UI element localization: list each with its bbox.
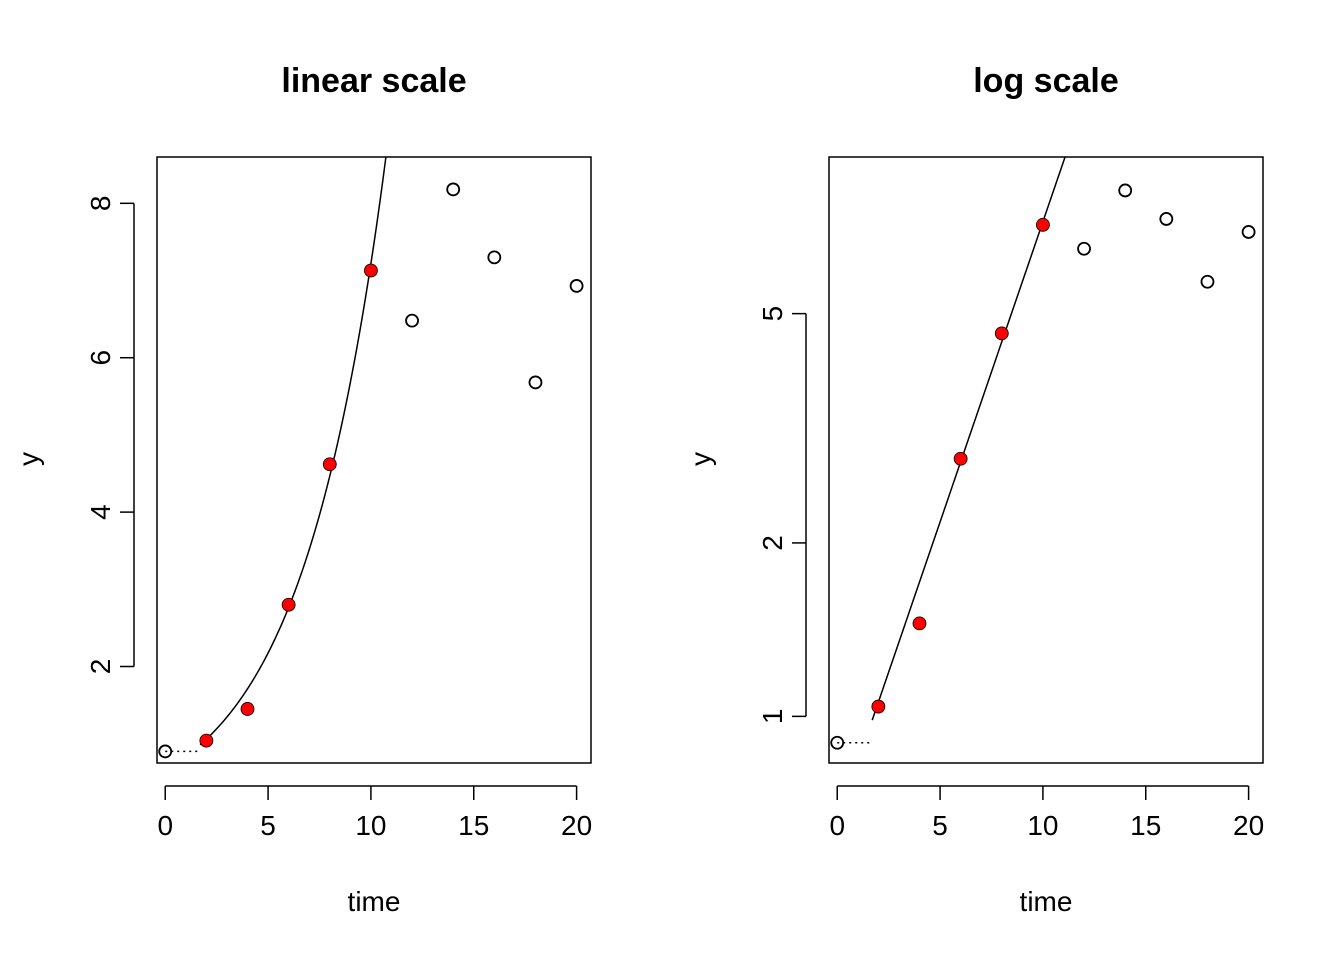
data-point-filled <box>281 597 296 612</box>
data-point-filled <box>364 263 378 278</box>
y-tick-label: 2 <box>757 535 788 551</box>
x-tick-label: 10 <box>355 810 386 841</box>
plot-frame <box>828 156 1264 764</box>
y-axis-label: y <box>13 452 44 466</box>
y-tick-label: 1 <box>757 709 788 725</box>
data-point-open <box>1159 212 1174 226</box>
data-point-filled <box>240 702 255 716</box>
data-point-filled <box>912 616 927 631</box>
chart-panel-log: log scale time y 0 5 10 15 20 1 2 5 <box>685 62 1264 917</box>
data-point-filled <box>322 457 337 472</box>
chart-panel-linear: linear scale time y 0 5 10 15 20 2 4 6 8 <box>13 62 592 917</box>
x-tick-label: 0 <box>829 810 845 841</box>
data-point-open <box>830 735 845 750</box>
data-point-open <box>158 744 173 759</box>
data-point-filled <box>199 733 214 748</box>
y-tick-label: 4 <box>85 504 116 520</box>
x-axis-label: time <box>1020 886 1073 917</box>
x-tick-label: 20 <box>561 810 592 841</box>
x-axis-label: time <box>348 886 401 917</box>
fit-curve <box>871 157 1066 721</box>
y-tick-label: 2 <box>85 659 116 675</box>
data-point-open <box>446 182 461 197</box>
data-point-open <box>1200 274 1215 289</box>
x-tick-label: 15 <box>1130 810 1161 841</box>
data-point-open <box>1077 241 1091 256</box>
x-tick-label: 10 <box>1027 810 1058 841</box>
data-point-open <box>1241 225 1256 239</box>
data-point-open <box>1118 183 1133 198</box>
data-point-open <box>405 313 419 328</box>
x-tick-label: 20 <box>1233 810 1264 841</box>
data-point-filled <box>994 326 1009 341</box>
y-tick-label: 5 <box>757 306 788 322</box>
x-tick-label: 15 <box>458 810 489 841</box>
plot-frame <box>156 156 592 764</box>
data-point-open <box>569 279 584 293</box>
x-tick-label: 0 <box>157 810 173 841</box>
data-point-open <box>487 250 502 265</box>
y-tick-label: 8 <box>85 196 116 212</box>
y-axis-label: y <box>685 452 716 466</box>
chart-title: linear scale <box>281 62 466 100</box>
data-point-filled <box>871 699 886 714</box>
y-tick-label: 6 <box>85 350 116 366</box>
data-point-open <box>528 375 543 390</box>
data-point-filled <box>1036 217 1050 232</box>
chart-title: log scale <box>973 62 1119 100</box>
data-point-filled <box>953 451 968 466</box>
x-tick-label: 5 <box>932 810 948 841</box>
x-tick-label: 5 <box>260 810 276 841</box>
fit-curve <box>199 157 387 746</box>
